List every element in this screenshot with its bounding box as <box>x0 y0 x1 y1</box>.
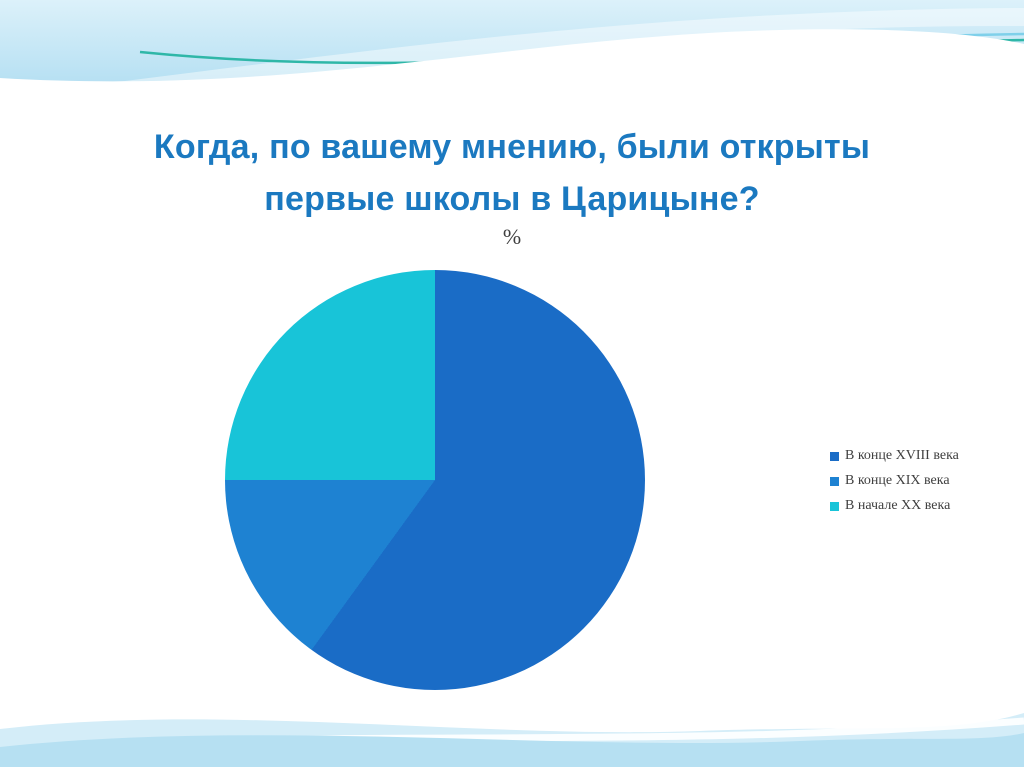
slide-title-line2: первые школы в Царицыне? <box>264 180 760 219</box>
legend-item: В начале XX века <box>830 498 959 514</box>
pie-chart <box>225 270 645 690</box>
legend-label: В конце XIX века <box>845 473 950 488</box>
top-wave-white-base <box>0 29 1024 112</box>
bottom-wave-dark <box>0 733 1024 767</box>
legend-label: В начале XX века <box>845 498 951 513</box>
top-wave-highlight <box>0 8 1024 112</box>
chart-title: % <box>502 224 522 249</box>
legend: В конце XVIII века В конце XIX века В нача… <box>830 448 959 523</box>
legend-swatch <box>830 476 839 486</box>
slide-title: Когда, по вашему мнению, были открыты пе… <box>0 121 1024 226</box>
legend-swatch <box>830 501 839 511</box>
bottom-wave-decoration <box>0 713 1024 767</box>
slide-title-line1: Когда, по вашему мнению, были открыты <box>153 127 871 166</box>
top-wave-decoration <box>0 0 1024 112</box>
legend-swatch <box>830 451 839 461</box>
legend-item: В конце XVIII века <box>830 448 959 464</box>
legend-item: В конце XIX века <box>830 473 959 489</box>
legend-label: В конце XVIII века <box>845 448 959 463</box>
